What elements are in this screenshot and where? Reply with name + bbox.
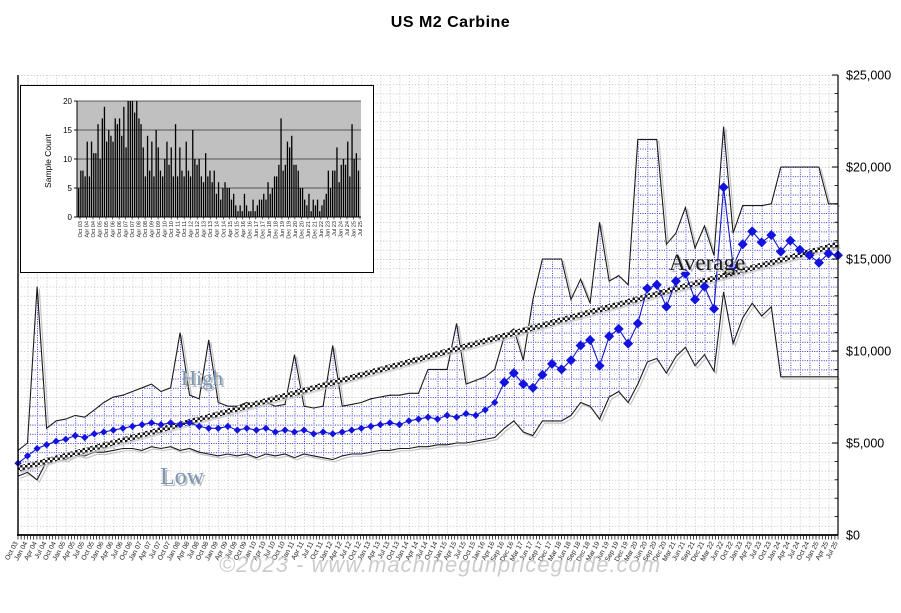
svg-text:Oct 09: Oct 09 <box>156 221 162 237</box>
svg-text:Apr 09: Apr 09 <box>150 221 156 237</box>
svg-text:Jul 24: Jul 24 <box>345 221 351 236</box>
svg-text:Average: Average <box>669 250 745 275</box>
svg-text:Low: Low <box>160 464 205 490</box>
svg-text:0: 0 <box>68 213 73 222</box>
svg-text:Apr 11: Apr 11 <box>176 221 182 237</box>
svg-text:Oct 03: Oct 03 <box>78 221 84 237</box>
svg-text:Oct 13: Oct 13 <box>208 221 214 237</box>
svg-text:Apr 14: Apr 14 <box>215 221 221 237</box>
svg-text:Oct 06: Oct 06 <box>117 221 123 237</box>
svg-text:Apr 12: Apr 12 <box>189 221 195 237</box>
svg-text:Apr 04: Apr 04 <box>85 221 91 237</box>
svg-text:Dec 17: Dec 17 <box>260 221 266 239</box>
svg-text:Low: Low <box>162 466 207 492</box>
svg-text:Apr 06: Apr 06 <box>111 221 117 237</box>
svg-text:Jun 20: Jun 20 <box>293 221 299 238</box>
svg-text:Jan 24: Jan 24 <box>339 221 345 238</box>
svg-text:Jun 17: Jun 17 <box>254 221 260 238</box>
svg-text:Oct 08: Oct 08 <box>143 221 149 237</box>
svg-text:Dec 21: Dec 21 <box>312 221 318 239</box>
svg-text:Apr 07: Apr 07 <box>124 221 130 237</box>
svg-text:$20,000: $20,000 <box>846 161 891 175</box>
svg-text:$5,000: $5,000 <box>846 437 884 451</box>
svg-text:Oct 12: Oct 12 <box>195 221 201 237</box>
svg-text:Sample Count: Sample Count <box>43 133 53 188</box>
svg-text:$10,000: $10,000 <box>846 345 891 359</box>
svg-text:Dec 18: Dec 18 <box>273 221 279 239</box>
svg-text:Oct 05: Oct 05 <box>104 221 110 237</box>
svg-text:Apr 16: Apr 16 <box>241 221 247 237</box>
svg-text:$0: $0 <box>846 529 860 543</box>
svg-text:High: High <box>181 366 224 390</box>
svg-text:Jun 22: Jun 22 <box>319 221 325 238</box>
svg-text:Oct 10: Oct 10 <box>169 221 175 237</box>
svg-text:Jun 21: Jun 21 <box>306 221 312 238</box>
svg-text:High: High <box>183 368 226 392</box>
svg-text:$25,000: $25,000 <box>846 69 891 83</box>
svg-text:10: 10 <box>63 155 72 164</box>
svg-text:Jan 23: Jan 23 <box>325 221 331 238</box>
svg-text:Jun 18: Jun 18 <box>267 221 273 238</box>
svg-text:15: 15 <box>63 126 72 135</box>
svg-text:Apr 05: Apr 05 <box>98 221 104 237</box>
svg-text:Jan 25: Jan 25 <box>352 221 358 238</box>
svg-text:Apr 08: Apr 08 <box>137 221 143 237</box>
chart-title: US M2 Carbine <box>390 14 511 31</box>
svg-text:Dec 16: Dec 16 <box>247 221 253 239</box>
svg-text:Apr 13: Apr 13 <box>202 221 208 237</box>
svg-text:Dec 19: Dec 19 <box>286 221 292 239</box>
svg-text:Oct 14: Oct 14 <box>221 221 227 237</box>
svg-text:Jul 25: Jul 25 <box>358 221 364 236</box>
svg-text:Jun 19: Jun 19 <box>280 221 286 238</box>
svg-text:Oct 15: Oct 15 <box>234 221 240 237</box>
svg-text:20: 20 <box>63 97 72 106</box>
svg-text:Oct 11: Oct 11 <box>182 221 188 237</box>
svg-text:Jul 23: Jul 23 <box>332 221 338 236</box>
svg-text:Apr 10: Apr 10 <box>163 221 169 237</box>
svg-text:Apr 15: Apr 15 <box>228 221 234 237</box>
svg-text:Dec 20: Dec 20 <box>299 221 305 239</box>
svg-text:Oct 04: Oct 04 <box>91 221 97 237</box>
svg-text:Oct 07: Oct 07 <box>130 221 136 237</box>
svg-text:5: 5 <box>68 184 73 193</box>
svg-text:$15,000: $15,000 <box>846 253 891 267</box>
svg-text:Average: Average <box>671 252 747 277</box>
